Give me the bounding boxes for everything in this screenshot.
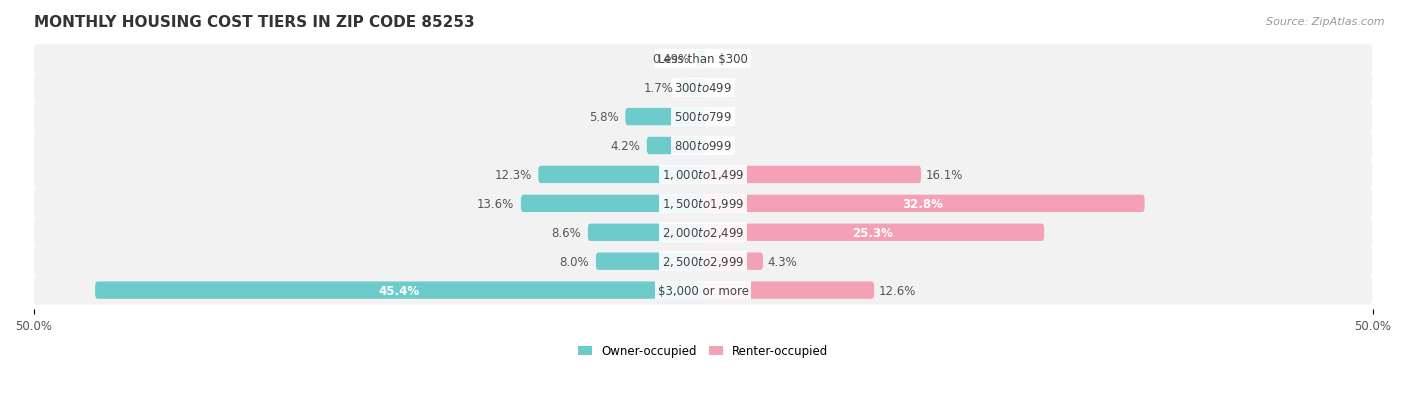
Text: MONTHLY HOUSING COST TIERS IN ZIP CODE 85253: MONTHLY HOUSING COST TIERS IN ZIP CODE 8… <box>34 15 474 30</box>
FancyBboxPatch shape <box>596 253 706 270</box>
Text: 12.6%: 12.6% <box>879 284 915 297</box>
FancyBboxPatch shape <box>696 51 706 68</box>
FancyBboxPatch shape <box>34 218 1372 247</box>
Text: 45.4%: 45.4% <box>378 284 419 297</box>
Text: 8.0%: 8.0% <box>560 255 589 268</box>
Text: Source: ZipAtlas.com: Source: ZipAtlas.com <box>1267 17 1385 26</box>
Text: $800 to $999: $800 to $999 <box>673 140 733 153</box>
FancyBboxPatch shape <box>626 109 706 126</box>
Text: 4.3%: 4.3% <box>768 255 797 268</box>
FancyBboxPatch shape <box>34 190 1372 218</box>
FancyBboxPatch shape <box>34 74 1372 103</box>
Text: $3,000 or more: $3,000 or more <box>658 284 748 297</box>
FancyBboxPatch shape <box>681 80 706 97</box>
FancyBboxPatch shape <box>588 224 706 241</box>
FancyBboxPatch shape <box>703 282 875 299</box>
Text: $300 to $499: $300 to $499 <box>673 82 733 95</box>
FancyBboxPatch shape <box>520 195 706 213</box>
Text: 32.8%: 32.8% <box>903 197 943 210</box>
Text: 1.7%: 1.7% <box>644 82 673 95</box>
Text: 0.49%: 0.49% <box>652 53 690 66</box>
FancyBboxPatch shape <box>703 166 921 184</box>
Text: $1,500 to $1,999: $1,500 to $1,999 <box>662 197 744 211</box>
Text: 5.8%: 5.8% <box>589 111 619 124</box>
Text: $1,000 to $1,499: $1,000 to $1,499 <box>662 168 744 182</box>
Text: $2,000 to $2,499: $2,000 to $2,499 <box>662 226 744 240</box>
Text: 13.6%: 13.6% <box>477 197 515 210</box>
Text: 12.3%: 12.3% <box>495 169 531 181</box>
FancyBboxPatch shape <box>34 45 1372 74</box>
Text: $2,500 to $2,999: $2,500 to $2,999 <box>662 254 744 268</box>
FancyBboxPatch shape <box>647 138 706 155</box>
FancyBboxPatch shape <box>34 247 1372 276</box>
FancyBboxPatch shape <box>34 132 1372 161</box>
Text: Less than $300: Less than $300 <box>658 53 748 66</box>
Text: $500 to $799: $500 to $799 <box>673 111 733 124</box>
Text: 16.1%: 16.1% <box>925 169 963 181</box>
Text: 25.3%: 25.3% <box>852 226 893 239</box>
FancyBboxPatch shape <box>703 253 763 270</box>
FancyBboxPatch shape <box>34 161 1372 190</box>
Text: 8.6%: 8.6% <box>551 226 581 239</box>
Legend: Owner-occupied, Renter-occupied: Owner-occupied, Renter-occupied <box>572 340 834 362</box>
FancyBboxPatch shape <box>538 166 706 184</box>
FancyBboxPatch shape <box>703 224 1045 241</box>
Text: 4.2%: 4.2% <box>610 140 640 153</box>
FancyBboxPatch shape <box>34 103 1372 132</box>
FancyBboxPatch shape <box>96 282 706 299</box>
FancyBboxPatch shape <box>703 195 1144 213</box>
FancyBboxPatch shape <box>34 276 1372 305</box>
